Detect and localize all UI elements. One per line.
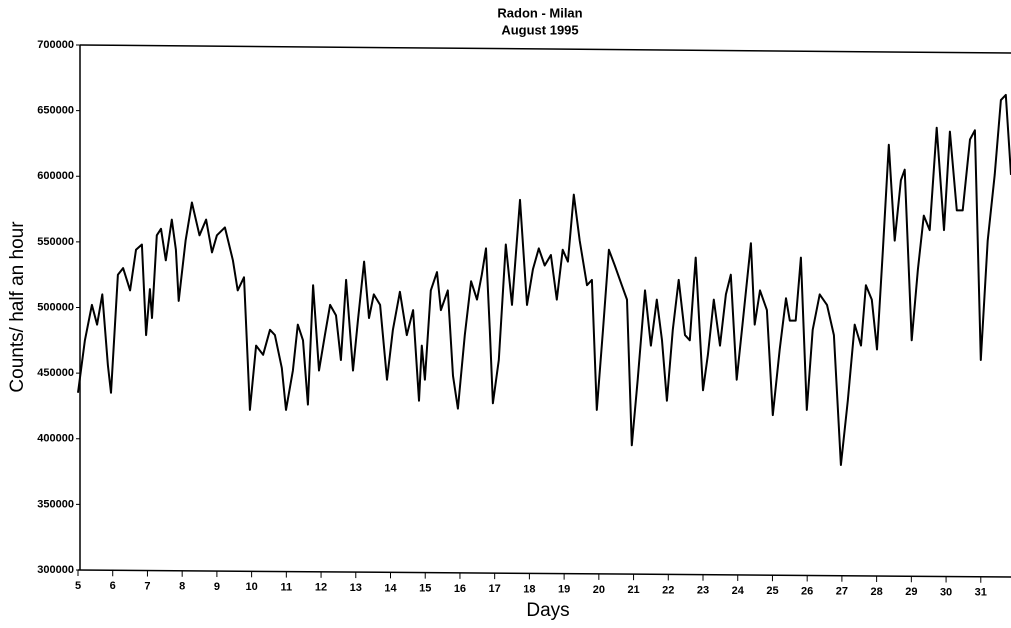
x-tick-label: 29 — [905, 586, 917, 598]
x-tick-label: 27 — [836, 586, 848, 598]
y-tick-label: 450000 — [37, 367, 74, 379]
x-tick-label: 20 — [593, 584, 605, 596]
x-tick-label: 18 — [523, 583, 535, 595]
x-tick-label: 16 — [454, 583, 466, 595]
x-tick-label: 9 — [214, 581, 220, 593]
y-tick-label: 550000 — [37, 236, 74, 248]
x-tick-label: 21 — [627, 584, 639, 596]
y-tick-label: 400000 — [37, 433, 74, 445]
x-tick-label: 11 — [281, 581, 293, 593]
x-tick-label: 13 — [350, 582, 362, 594]
x-tick-label: 14 — [384, 582, 397, 594]
x-tick-label: 19 — [558, 584, 570, 596]
x-tick-label: 8 — [179, 581, 185, 593]
y-tick-label: 600000 — [37, 170, 74, 182]
x-axis-line — [77, 569, 1011, 578]
chart-subtitle: August 1995 — [501, 22, 578, 37]
x-tick-label: 22 — [662, 584, 674, 596]
x-tick-label: 15 — [419, 583, 431, 595]
x-tick-label: 12 — [315, 582, 327, 594]
x-tick-label: 5 — [75, 580, 81, 592]
x-tick-label: 28 — [870, 586, 882, 598]
y-tick-label: 350000 — [37, 498, 74, 510]
y-tick-label: 500000 — [37, 301, 74, 313]
chart-title: Radon - Milan — [497, 5, 582, 20]
x-tick-label: 30 — [940, 586, 952, 598]
x-tick-label: 10 — [245, 581, 257, 593]
x-tick-label: 23 — [697, 585, 709, 597]
x-tick-label: 25 — [766, 585, 778, 597]
y-axis-title: Counts/ half an hour — [7, 221, 28, 393]
frame-top — [79, 44, 1011, 54]
y-tick-label: 700000 — [37, 39, 74, 51]
x-tick-label: 7 — [144, 580, 150, 592]
x-tick-label: 17 — [489, 583, 501, 595]
x-tick-label: 31 — [975, 587, 987, 599]
x-tick-label: 26 — [801, 585, 813, 597]
y-tick-label: 650000 — [37, 105, 74, 117]
data-line — [77, 93, 1011, 466]
x-tick-label: 6 — [110, 580, 116, 592]
x-tick-label: 24 — [732, 585, 745, 597]
y-tick-label: 300000 — [37, 564, 74, 576]
x-axis-title: Days — [526, 600, 569, 621]
